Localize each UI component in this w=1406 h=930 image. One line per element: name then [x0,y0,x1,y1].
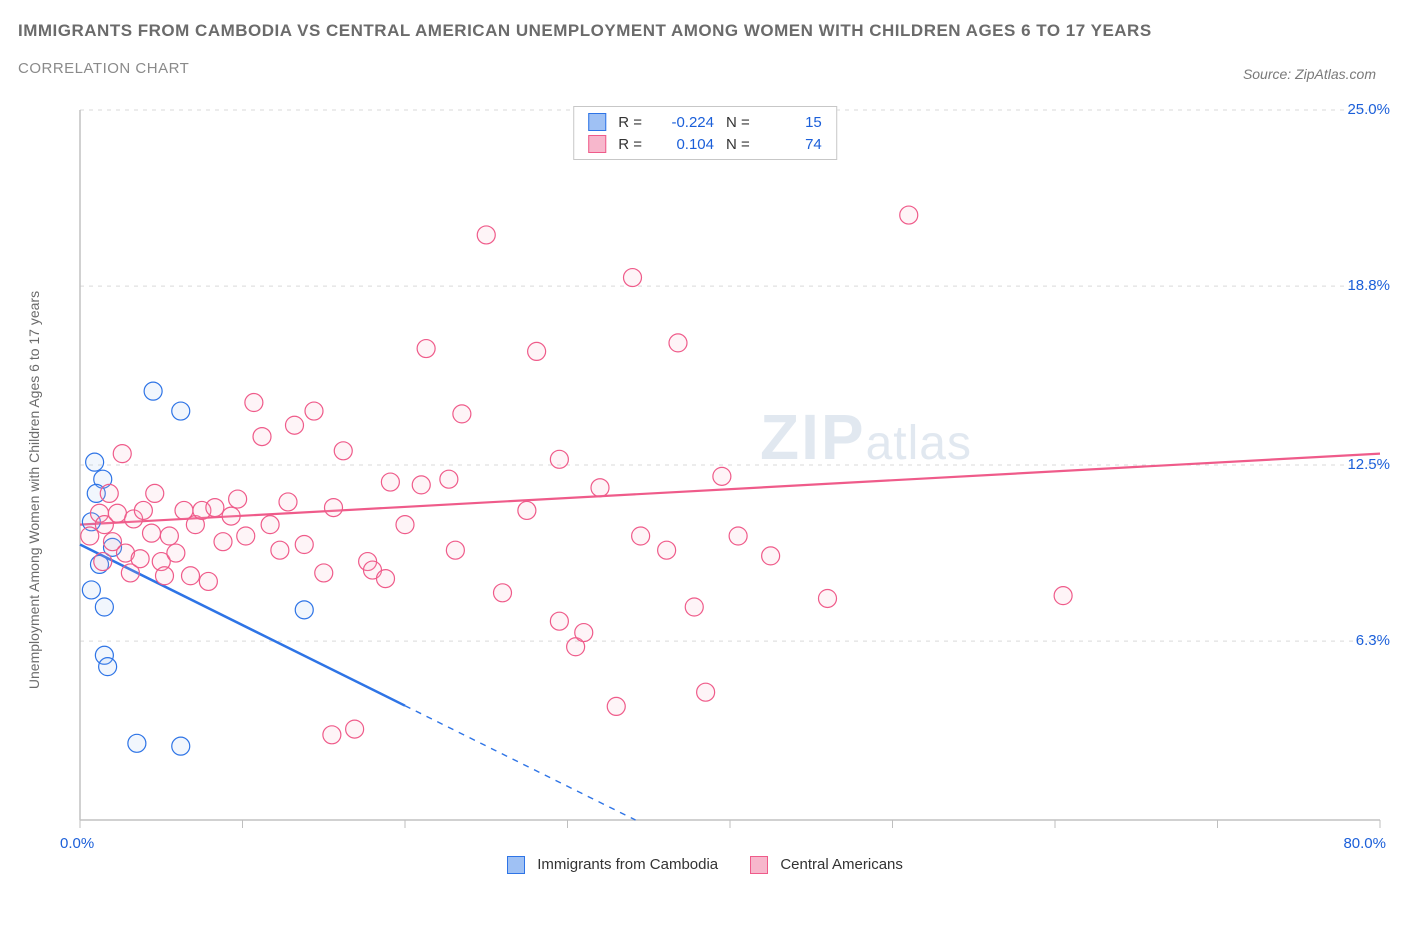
legend-label-cambodia: Immigrants from Cambodia [537,856,718,873]
chart-subtitle: CORRELATION CHART [18,60,1346,77]
correlation-legend: R = -0.224 N = 15 R = 0.104 N = 74 [573,106,837,160]
legend-swatch-central [750,856,768,874]
legend-swatch-cambodia [588,113,606,131]
chart-title: IMMIGRANTS FROM CAMBODIA VS CENTRAL AMER… [18,20,1346,42]
legend-n-value-central: 74 [762,136,822,153]
scatter-chart-svg [20,100,1390,880]
chart-title-block: IMMIGRANTS FROM CAMBODIA VS CENTRAL AMER… [18,20,1346,77]
legend-r-value-central: 0.104 [654,136,714,153]
y-tick-label: 12.5% [1347,456,1390,473]
legend-r-label: R = [618,136,642,153]
legend-n-label: N = [726,136,750,153]
source-citation: Source: ZipAtlas.com [1243,66,1376,82]
series-legend: Immigrants from Cambodia Central America… [20,850,1390,880]
legend-n-label: N = [726,114,750,131]
y-tick-label: 18.8% [1347,277,1390,294]
legend-swatch-cambodia [507,856,525,874]
legend-r-value-cambodia: -0.224 [654,114,714,131]
chart-area: Unemployment Among Women with Children A… [20,100,1390,880]
y-axis-label: Unemployment Among Women with Children A… [26,291,42,689]
legend-item-cambodia: Immigrants from Cambodia [507,856,718,874]
legend-r-label: R = [618,114,642,131]
legend-label-central: Central Americans [780,856,903,873]
legend-item-central: Central Americans [750,856,903,874]
legend-swatch-central [588,135,606,153]
y-tick-label: 6.3% [1356,632,1390,649]
y-tick-label: 25.0% [1347,101,1390,118]
legend-n-value-cambodia: 15 [762,114,822,131]
